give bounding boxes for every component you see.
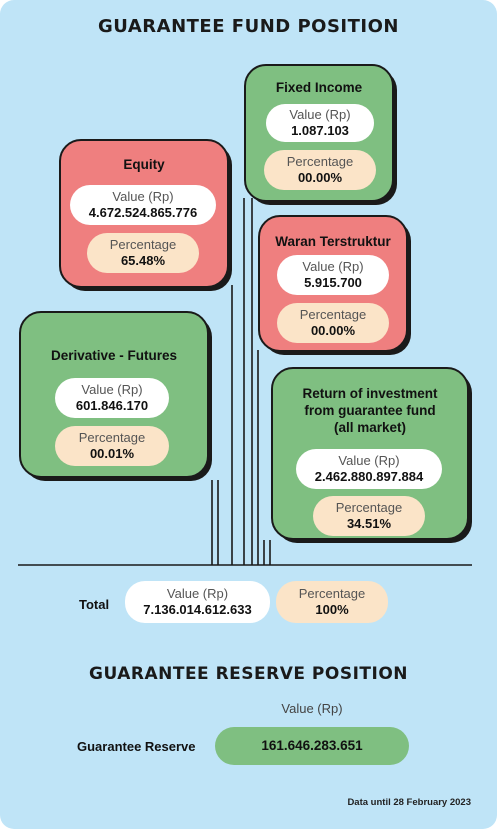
reserve-value: 161.646.283.651 xyxy=(215,727,409,765)
return-title-line2: from guarantee fund xyxy=(304,403,436,418)
percentage-label: Percentage xyxy=(298,586,366,601)
waran-value: 5.915.700 xyxy=(304,275,362,290)
fixed-income-percentage-pill: Percentage 00.00% xyxy=(264,150,376,190)
reserve-title: GUARANTEE RESERVE POSITION xyxy=(88,664,409,684)
equity-percentage-pill: Percentage 65.48% xyxy=(87,233,199,273)
return-investment-value: 2.462.880.897.884 xyxy=(314,469,424,484)
waran-card: Waran Terstruktur Value (Rp) 5.915.700 P… xyxy=(258,215,408,352)
equity-percentage: 65.48% xyxy=(120,253,166,268)
return-investment-percentage-pill: Percentage 34.51% xyxy=(313,496,425,536)
return-investment-value-pill: Value (Rp) 2.462.880.897.884 xyxy=(296,449,442,489)
equity-value-pill: Value (Rp) 4.672.524.865.776 xyxy=(70,185,216,225)
derivative-value: 601.846.170 xyxy=(75,398,149,413)
value-label: Value (Rp) xyxy=(166,586,229,601)
derivative-percentage-pill: Percentage 00.01% xyxy=(55,426,169,466)
derivative-value-pill: Value (Rp) 601.846.170 xyxy=(55,378,169,418)
waran-title: Waran Terstruktur xyxy=(275,234,391,249)
return-title-line3: (all market) xyxy=(333,420,407,435)
equity-value: 4.672.524.865.776 xyxy=(88,205,198,220)
value-label: Value (Rp) xyxy=(302,259,364,274)
total-percentage: 100% xyxy=(315,602,349,617)
derivative-percentage: 00.01% xyxy=(89,446,135,461)
total-value: 7.136.014.612.633 xyxy=(143,602,252,617)
reserve-value-header: Value (Rp) xyxy=(281,701,343,716)
return-investment-percentage: 34.51% xyxy=(346,516,392,531)
fixed-income-percentage: 00.00% xyxy=(297,170,343,185)
waran-percentage-pill: Percentage 00.00% xyxy=(277,303,389,343)
return-title-line1: Return of investment xyxy=(302,386,438,401)
percentage-label: Percentage xyxy=(335,500,403,515)
percentage-label: Percentage xyxy=(78,430,146,445)
value-label: Value (Rp) xyxy=(338,453,400,468)
percentage-label: Percentage xyxy=(299,307,367,322)
fixed-income-card: Fixed Income Value (Rp) 1.087.103 Percen… xyxy=(244,64,394,202)
equity-card: Equity Value (Rp) 4.672.524.865.776 Perc… xyxy=(59,139,229,288)
footer-note: Data until 28 February 2023 xyxy=(347,797,471,808)
total-percentage-pill: Percentage 100% xyxy=(276,581,388,623)
value-label: Value (Rp) xyxy=(81,382,143,397)
waran-percentage: 00.00% xyxy=(310,323,356,338)
waran-value-pill: Value (Rp) 5.915.700 xyxy=(277,255,389,295)
equity-title: Equity xyxy=(123,157,165,172)
derivative-title: Derivative - Futures xyxy=(50,348,178,363)
fixed-income-title: Fixed Income xyxy=(275,80,363,95)
return-investment-card: Return of investment from guarantee fund… xyxy=(271,367,469,540)
derivative-card: Derivative - Futures Value (Rp) 601.846.… xyxy=(19,311,209,478)
value-label: Value (Rp) xyxy=(289,107,351,122)
fund-title: GUARANTEE FUND POSITION xyxy=(98,16,399,37)
percentage-label: Percentage xyxy=(286,154,354,169)
return-investment-title: Return of investment from guarantee fund… xyxy=(273,385,467,436)
total-label: Total xyxy=(79,597,110,612)
total-value-pill: Value (Rp) 7.136.014.612.633 xyxy=(125,581,270,623)
reserve-label: Guarantee Reserve xyxy=(77,739,196,754)
fixed-income-value: 1.087.103 xyxy=(291,123,349,138)
fixed-income-value-pill: Value (Rp) 1.087.103 xyxy=(266,104,374,142)
value-label: Value (Rp) xyxy=(112,189,174,204)
percentage-label: Percentage xyxy=(109,237,177,252)
